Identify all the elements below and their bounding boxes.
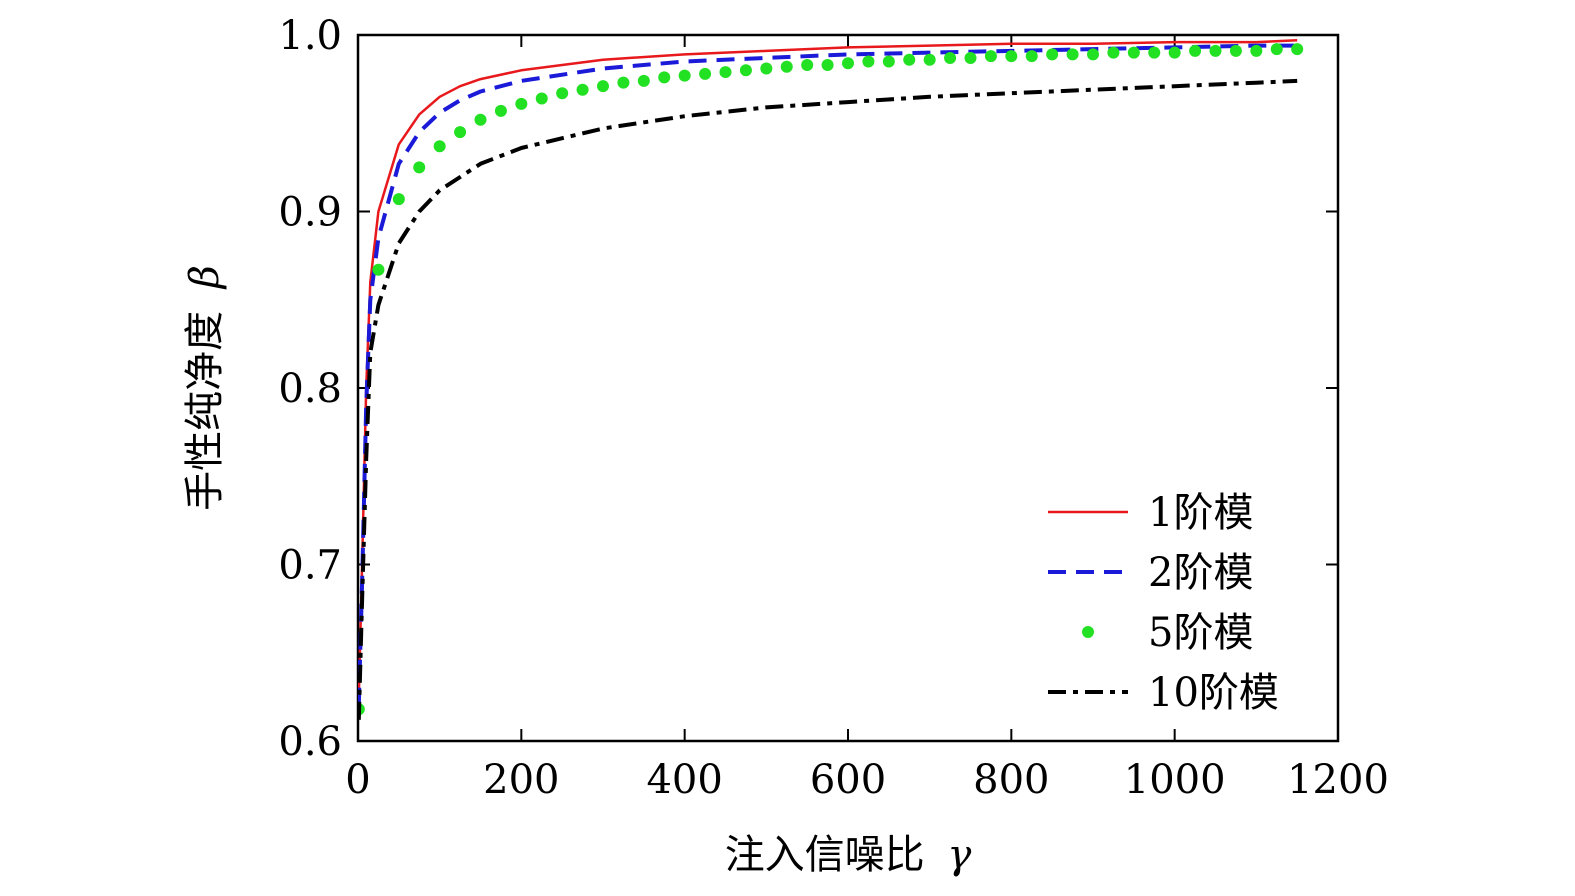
series-5-point (964, 51, 977, 64)
x-tick-label: 1200 (1287, 757, 1389, 803)
series-5-point (1127, 46, 1140, 59)
y-tick-label: 0.9 (278, 190, 342, 236)
y-tick-label: 1.0 (278, 13, 342, 59)
x-axis-symbol: γ (947, 832, 971, 878)
series-5-point (984, 50, 997, 63)
legend-entry: 5阶模 (1082, 610, 1253, 656)
series-5-point (719, 66, 732, 79)
series-5-point (1168, 46, 1181, 59)
x-tick-label: 0 (345, 757, 370, 803)
legend-swatch-5 (1082, 626, 1094, 638)
series-2-line (358, 43, 1298, 706)
y-axis-label: 手性纯净度 β (182, 265, 228, 511)
series-5-point (780, 60, 793, 73)
series-5-point (821, 59, 834, 72)
series-5-point (658, 71, 671, 84)
series-5-point (1189, 44, 1202, 57)
series-5-point (1087, 48, 1099, 61)
series-5-point (1229, 44, 1242, 57)
series-5-point (454, 126, 467, 139)
series-5-point (637, 74, 650, 87)
series-5-point (1148, 46, 1161, 59)
x-tick-label: 200 (483, 757, 559, 803)
series-5-point (1005, 50, 1018, 63)
series-5-point (1250, 44, 1263, 57)
legend-label: 10阶模 (1148, 670, 1279, 716)
legend-label: 1阶模 (1148, 490, 1253, 536)
series-5-point (413, 161, 426, 174)
series-5-point (556, 87, 569, 100)
series-5-point (1025, 50, 1038, 63)
legend-entry: 2阶模 (1048, 550, 1253, 596)
series-5-point (474, 113, 487, 126)
series-5-point (597, 80, 609, 93)
series-5-point (801, 59, 814, 72)
x-axis-label: 注入信噪比 γ (725, 832, 972, 878)
x-tick-label: 400 (646, 757, 722, 803)
x-axis-label-text: 注入信噪比 (725, 832, 925, 878)
series-5-point (862, 55, 875, 68)
series-5-point (617, 76, 630, 89)
series-5-point (678, 69, 691, 82)
y-tick-label: 0.7 (278, 543, 342, 589)
legend-entry: 10阶模 (1048, 670, 1279, 716)
legend: 1阶模 2阶模 5阶模 10阶模 (1048, 490, 1279, 716)
series-5-point (433, 140, 446, 153)
legend-entry: 1阶模 (1048, 490, 1253, 536)
y-axis-symbol: β (182, 265, 228, 290)
series-5-point (392, 193, 405, 206)
series-5-point (760, 62, 773, 75)
y-tick-label: 0.6 (278, 719, 342, 765)
x-tick-label: 600 (810, 757, 886, 803)
series-5-point (1046, 48, 1059, 61)
series-5-point (1107, 46, 1120, 59)
x-axis-ticks: 0 200 400 600 800 1000 1200 (345, 35, 1389, 803)
series-5-point (699, 67, 712, 80)
series-5-point (515, 97, 528, 110)
y-axis-ticks: 0.6 0.7 0.8 0.9 1.0 (278, 13, 1338, 765)
series-5-point (923, 53, 936, 66)
legend-label: 2阶模 (1148, 550, 1253, 596)
series-5-points (358, 43, 1304, 716)
series-5-point (944, 51, 957, 64)
series-5-point (903, 53, 916, 66)
legend-label: 5阶模 (1148, 610, 1253, 656)
y-tick-label: 0.8 (278, 366, 342, 412)
series-5-point (1209, 44, 1222, 57)
series-5-point (1270, 43, 1283, 56)
series-5-point (1291, 43, 1304, 56)
x-tick-label: 1000 (1124, 757, 1226, 803)
series-1-line (358, 39, 1298, 697)
series-10-line (358, 78, 1298, 720)
series-layer (358, 39, 1304, 720)
series-5-point (372, 263, 385, 276)
series-5-point (535, 92, 548, 105)
series-5-point (1066, 48, 1079, 61)
series-5-point (494, 104, 507, 117)
series-5-point (842, 57, 854, 70)
series-5-point (576, 83, 589, 96)
series-5-point (882, 55, 895, 68)
y-axis-label-text: 手性纯净度 (182, 311, 228, 511)
series-5-point (739, 64, 752, 77)
x-tick-label: 800 (973, 757, 1049, 803)
